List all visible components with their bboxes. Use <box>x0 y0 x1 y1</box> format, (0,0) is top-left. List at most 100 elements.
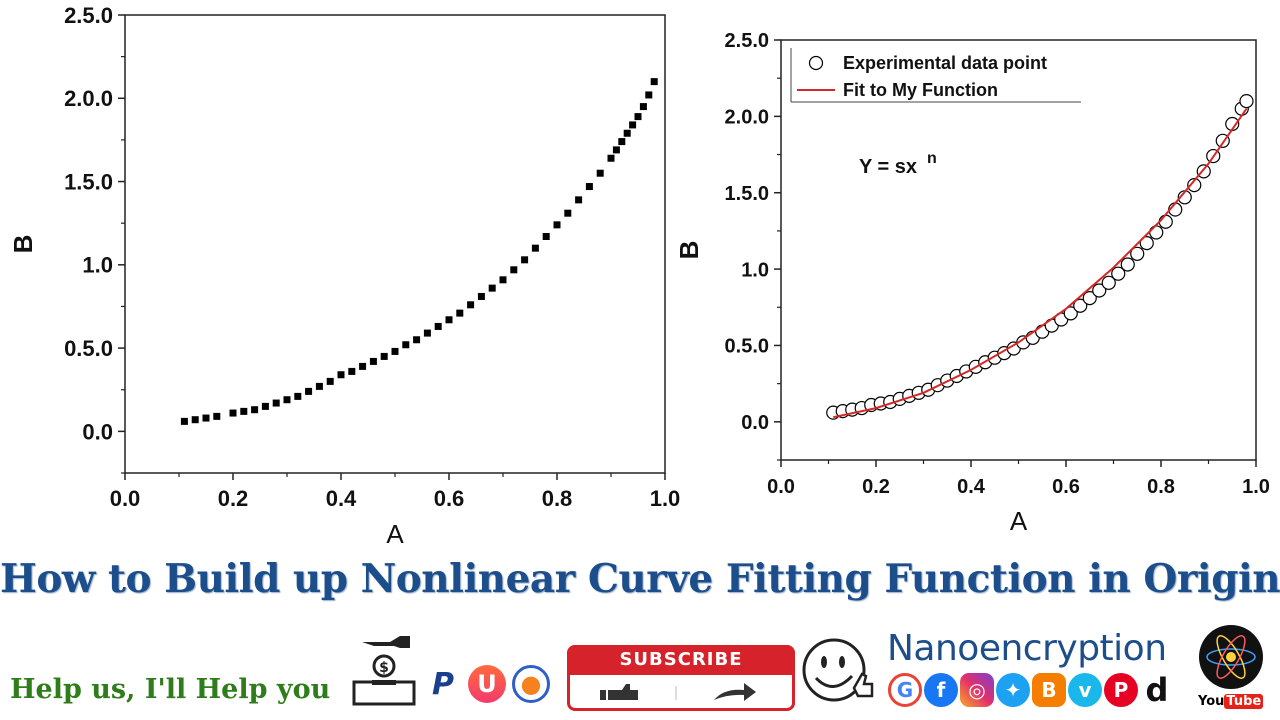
x-axis-label: A <box>386 519 404 549</box>
data-point <box>294 392 302 400</box>
youtube-logo: You Tube <box>1198 694 1264 709</box>
facebook-icon[interactable]: f <box>924 673 958 707</box>
payment-icons: P U ● <box>424 665 550 703</box>
y-tick-label: 0.5.0 <box>64 336 113 361</box>
experimental-point <box>1073 298 1088 313</box>
data-point <box>413 336 421 344</box>
x-tick-label: 0.2 <box>218 486 249 511</box>
data-point <box>510 266 518 274</box>
data-point <box>596 169 604 177</box>
y-tick-label: 2.0.0 <box>64 86 113 111</box>
data-point <box>369 357 377 365</box>
youtube-tube: Tube <box>1224 694 1264 709</box>
data-point <box>337 371 345 379</box>
y-tick-label: 2.5.0 <box>64 3 113 28</box>
data-point <box>402 341 410 349</box>
x-tick-label: 0.8 <box>542 486 573 511</box>
data-point <box>650 78 658 86</box>
video-title: How to Build up Nonlinear Curve Fitting … <box>0 556 1280 602</box>
fit-line <box>833 108 1248 419</box>
data-point <box>445 316 453 324</box>
pinterest-icon[interactable]: P <box>1104 673 1138 707</box>
google-icon[interactable]: G <box>888 673 922 707</box>
chart-left: 0.0 0.2 0.4 0.6 0.8 1.0 0.0 0.5.0 1.0 1.5.0 2.0.0 2… <box>8 3 680 549</box>
x-tick-label: 1.0 <box>1242 476 1270 498</box>
y-tick-label: 0.0 <box>741 412 769 434</box>
share-arrow-icon <box>714 683 756 701</box>
atom-logo-icon <box>1199 625 1263 689</box>
x-tick-label: 1.0 <box>650 486 681 511</box>
subscribe-label: SUBSCRIBE <box>567 645 795 675</box>
data-point <box>645 91 653 99</box>
data-point <box>623 129 631 137</box>
data-point <box>305 387 313 395</box>
x-tick-label: 0.4 <box>957 476 986 498</box>
y-axis-label: B <box>8 235 38 254</box>
u-pay-icon[interactable]: U <box>468 665 506 703</box>
legend-box <box>791 48 1081 102</box>
instagram-icon[interactable]: ◎ <box>960 673 994 707</box>
youtube-you: You <box>1198 694 1225 709</box>
data-point <box>434 322 442 330</box>
data-point <box>229 409 237 417</box>
data-point <box>180 417 188 425</box>
data-point <box>423 329 431 337</box>
y-tick-label: 0.5.0 <box>725 336 769 358</box>
data-point <box>553 221 561 229</box>
y-tick-label: 0.0 <box>82 419 113 444</box>
data-point <box>315 382 323 390</box>
experimental-point <box>1082 291 1097 306</box>
data-point <box>564 209 572 217</box>
data-point <box>634 113 642 121</box>
data-point <box>326 377 334 385</box>
help-text: Help us, I'll Help you <box>10 674 331 705</box>
payoneer-icon[interactable]: ● <box>512 665 550 703</box>
x-axis-label: A <box>1010 506 1028 536</box>
subscribe-button[interactable]: SUBSCRIBE <box>567 645 795 711</box>
experimental-point <box>1130 246 1145 261</box>
dailymotion-icon[interactable]: d <box>1140 671 1174 709</box>
y-tick-label: 2.0.0 <box>725 107 769 129</box>
experimental-point <box>1111 266 1126 281</box>
separator <box>675 686 677 700</box>
blogger-icon[interactable]: B <box>1032 673 1066 707</box>
data-point <box>348 367 356 375</box>
data-point <box>585 183 593 191</box>
svg-text:$: $ <box>379 660 389 676</box>
data-point <box>213 412 221 420</box>
legend-label: Experimental data point <box>843 53 1047 73</box>
data-point <box>272 399 280 407</box>
paypal-icon[interactable]: P <box>424 665 462 703</box>
data-point <box>456 309 464 317</box>
data-point <box>542 233 550 241</box>
vimeo-icon[interactable]: v <box>1068 673 1102 707</box>
y-axis-label: B <box>674 241 704 260</box>
equation-exponent: n <box>927 150 937 167</box>
data-point <box>202 414 210 422</box>
x-tick-label: 0.0 <box>110 486 141 511</box>
data-point <box>488 284 496 292</box>
plot-frame <box>780 39 1257 461</box>
experimental-point <box>1149 225 1164 240</box>
data-point <box>612 146 620 154</box>
y-tick-label: 1.5.0 <box>725 183 769 205</box>
social-icons: G f ◎ ✦ B v P d <box>888 671 1174 709</box>
data-point <box>499 276 507 284</box>
y-tick-label: 2.5.0 <box>725 30 769 52</box>
legend-marker-circle <box>808 55 824 71</box>
data-point <box>380 352 388 360</box>
data-point <box>607 154 615 162</box>
data-point <box>531 244 539 252</box>
chart-right: 0.0 0.2 0.4 0.6 0.8 1.0 0.0 0.5.0 1.0 1.5.0 2.0.0 2… <box>674 30 1270 536</box>
x-tick-label: 0.6 <box>1052 476 1080 498</box>
twitter-icon[interactable]: ✦ <box>996 673 1030 707</box>
experimental-point <box>1101 275 1116 290</box>
data-point <box>191 416 199 424</box>
x-tick-label: 0.2 <box>862 476 890 498</box>
data-point <box>521 256 529 264</box>
x-tick-label: 0.4 <box>326 486 357 511</box>
equation-annotation: Y = sx <box>859 156 917 178</box>
data-point <box>240 407 248 415</box>
smiley-icon <box>802 638 874 702</box>
experimental-point <box>1120 257 1135 272</box>
